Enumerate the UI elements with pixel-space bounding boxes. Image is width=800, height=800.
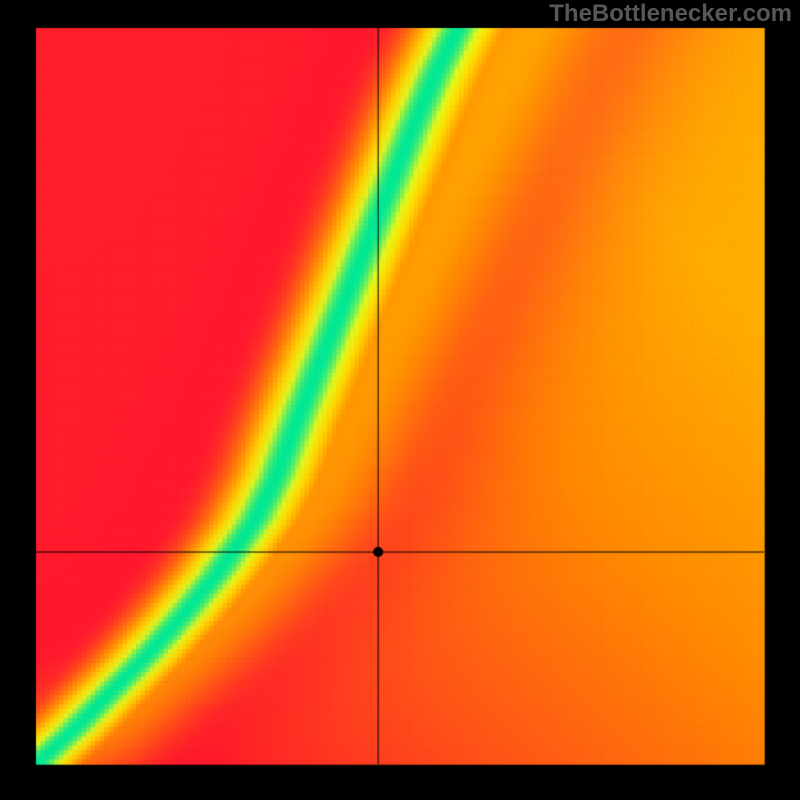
watermark-text: TheBottlenecker.com	[549, 0, 792, 28]
chart-container: TheBottlenecker.com	[0, 0, 800, 800]
heatmap-canvas	[0, 0, 800, 800]
